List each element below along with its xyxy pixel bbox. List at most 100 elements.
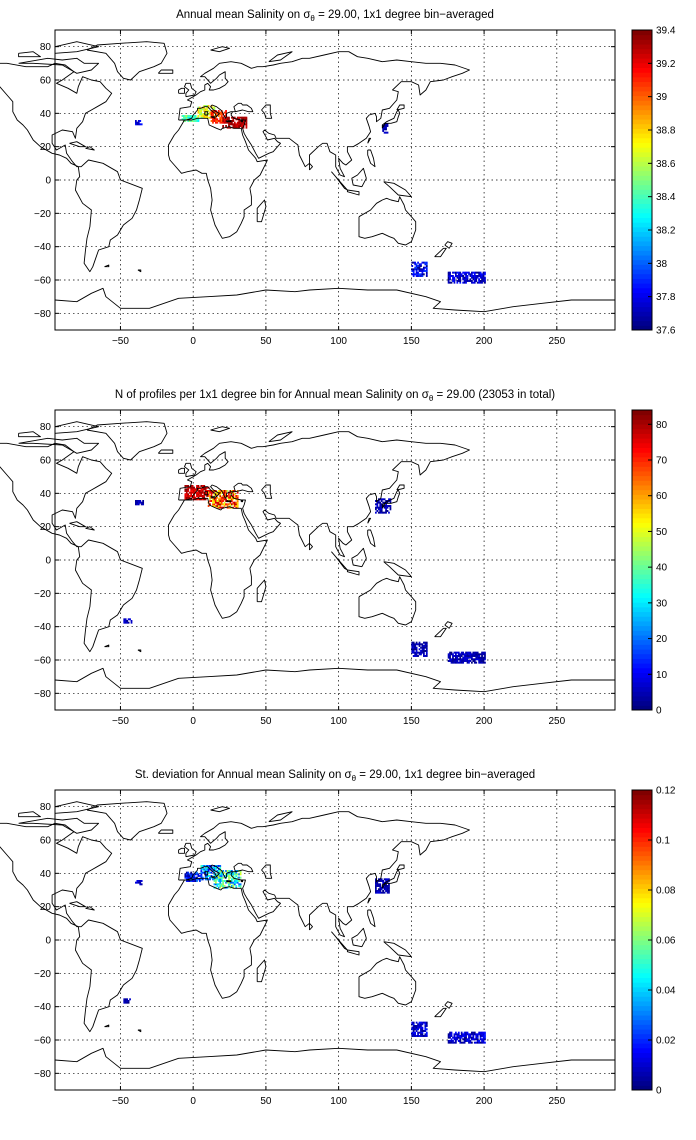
data-cell <box>194 488 197 491</box>
data-cell <box>469 655 472 657</box>
data-cell <box>425 648 428 651</box>
data-cell <box>200 116 203 119</box>
data-cell <box>453 280 456 282</box>
data-cell <box>412 273 415 276</box>
data-cell <box>425 1028 428 1031</box>
colorbar-segment <box>632 531 652 538</box>
coastline <box>204 871 209 876</box>
data-cell <box>460 655 463 657</box>
data-cell <box>417 1035 419 1037</box>
colorbar-segment <box>632 681 652 688</box>
colorbar-segment <box>632 841 652 847</box>
data-cell <box>188 880 191 882</box>
data-cell <box>414 646 417 649</box>
data-cell <box>418 641 421 644</box>
title-post: = 29.00 (23053 in total) <box>433 389 555 401</box>
data-cell <box>414 273 417 276</box>
data-cell <box>478 655 481 657</box>
data-cell <box>201 878 204 881</box>
data-cell <box>235 880 238 882</box>
coastline <box>168 877 268 999</box>
data-cell <box>204 493 207 496</box>
coastline <box>367 149 376 168</box>
data-cell <box>380 503 383 506</box>
data-cell <box>209 871 211 874</box>
colorbar-segment <box>632 705 652 711</box>
data-cell <box>215 118 217 121</box>
data-cell <box>481 278 483 281</box>
data-cell <box>241 123 243 126</box>
data-cell <box>203 116 206 119</box>
data-cell <box>194 496 197 499</box>
data-cell <box>201 488 204 491</box>
data-cell <box>385 886 387 889</box>
colorbar-segment <box>632 672 652 678</box>
colorbar-segment <box>632 1024 652 1030</box>
data-cell <box>203 498 206 501</box>
colorbar-segment <box>632 306 652 312</box>
colorbar-segment <box>632 325 652 331</box>
colorbar-segment <box>632 888 652 894</box>
data-cell <box>238 880 241 882</box>
colorbar-segment <box>632 452 652 458</box>
data-cell <box>463 271 466 274</box>
data-cell <box>193 490 195 492</box>
data-cell <box>385 883 387 886</box>
data-cell <box>417 643 419 646</box>
data-cell <box>200 110 203 112</box>
data-cell <box>203 871 206 874</box>
coastlines <box>0 41 615 313</box>
data-cell <box>375 881 377 884</box>
colorbar-segment <box>632 663 652 669</box>
data-cell <box>469 1035 472 1037</box>
data-cell <box>220 873 223 876</box>
data-cell <box>233 123 236 126</box>
data-cell <box>242 126 245 129</box>
data-cell <box>210 113 213 116</box>
data-cell <box>197 106 200 109</box>
colorbar-segment <box>632 53 652 59</box>
data-cell <box>425 646 428 649</box>
data-cell <box>417 268 419 271</box>
data-cell <box>209 500 211 502</box>
data-cell <box>418 268 421 271</box>
data-cell <box>220 498 223 501</box>
data-cell <box>425 266 428 269</box>
data-cell <box>222 120 225 122</box>
data-cell <box>449 651 451 654</box>
data-cell <box>455 661 457 664</box>
data-cell <box>484 661 486 664</box>
data-cell <box>239 886 242 889</box>
coastline <box>444 1001 453 1009</box>
data-cell <box>225 120 227 122</box>
data-cell <box>377 498 380 501</box>
data-cell <box>229 495 232 497</box>
data-cell <box>235 118 238 121</box>
data-cell <box>196 498 198 501</box>
data-cell <box>124 621 127 624</box>
y-tick-label: −60 <box>34 1036 51 1047</box>
data-cell <box>415 275 418 277</box>
coastline <box>210 426 230 433</box>
data-cell <box>469 1040 472 1042</box>
coastline <box>86 41 168 81</box>
data-cell <box>191 486 194 489</box>
data-cell <box>197 110 200 112</box>
y-tick-label: −20 <box>34 969 51 980</box>
data-cell <box>222 121 225 124</box>
data-cell <box>199 110 201 112</box>
data-cell <box>379 506 382 509</box>
data-cell <box>463 658 466 661</box>
data-cell <box>190 485 193 487</box>
data-cell <box>209 496 211 499</box>
data-cell <box>420 265 422 267</box>
colorbar-segment <box>632 1038 652 1044</box>
data-cell <box>222 496 225 499</box>
data-cell <box>418 1031 421 1034</box>
colorbar-tick-label: 0 <box>656 1086 662 1097</box>
colorbar: 00.020.040.060.080.10.12 <box>631 786 676 1097</box>
data-cell <box>382 880 385 882</box>
data-cell <box>450 1040 453 1042</box>
data-cell <box>188 875 191 877</box>
data-cell <box>472 278 475 281</box>
